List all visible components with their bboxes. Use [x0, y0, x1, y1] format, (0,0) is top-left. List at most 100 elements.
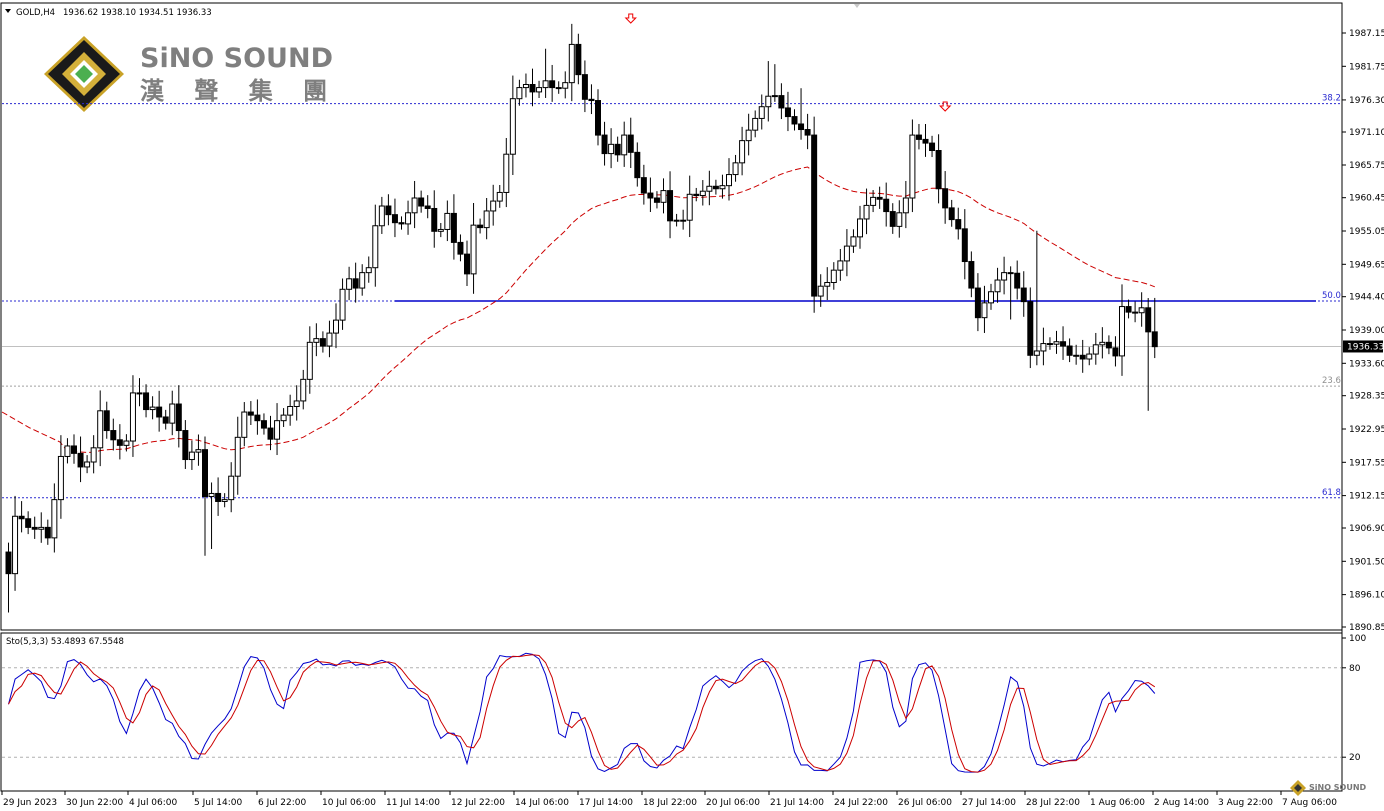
candle [326, 320, 333, 358]
candle-body [968, 261, 975, 289]
candle-body [621, 134, 628, 156]
candle-body [274, 420, 281, 440]
candle-body [1020, 287, 1027, 303]
price-tick-label: 1928.35 [1349, 392, 1384, 402]
candle-body [896, 212, 903, 227]
candle-body [699, 190, 706, 197]
candle-body [208, 492, 215, 498]
candle-body [84, 461, 91, 468]
candle [680, 209, 687, 230]
candle-body [1079, 354, 1086, 360]
price-tick-label: 1944.40 [1349, 293, 1384, 303]
candle [752, 110, 759, 138]
candle [614, 136, 621, 162]
candle [260, 413, 267, 435]
candle [44, 519, 51, 545]
candle [575, 33, 582, 85]
candle-body [961, 228, 968, 263]
candle [568, 23, 575, 102]
candle-body [1040, 343, 1047, 352]
candle [784, 91, 791, 132]
time-tick-label: 28 Jul 22:00 [1026, 798, 1080, 808]
price-tick-label: 1901.50 [1349, 557, 1384, 567]
candle-body [588, 98, 595, 102]
candle-body [306, 341, 313, 380]
candle-body [732, 162, 739, 176]
candle-body [287, 405, 294, 416]
price-tick-label: 1939.00 [1349, 326, 1384, 336]
candle-body [333, 319, 339, 334]
price-tick-label: 1971.10 [1349, 128, 1384, 138]
time-tick-label: 18 Jul 22:00 [643, 798, 697, 808]
candle-body [326, 332, 333, 347]
candle-body [843, 245, 850, 262]
candle [712, 179, 719, 195]
shift-marker-icon[interactable] [854, 4, 860, 8]
candle [156, 390, 163, 432]
price-tick-label: 1987.15 [1349, 29, 1384, 39]
candle-body [1014, 272, 1021, 289]
candle-body [136, 392, 143, 395]
candle-body [627, 134, 634, 153]
candle-body [837, 260, 844, 271]
candle [693, 187, 700, 202]
candle [1014, 260, 1021, 300]
candle-body [870, 196, 877, 206]
candle [588, 84, 595, 115]
candle [1066, 338, 1073, 363]
candle-body [490, 200, 497, 212]
candle [627, 117, 634, 169]
candle [981, 285, 988, 333]
price-tick-label: 1933.60 [1349, 359, 1384, 369]
candle-body [64, 445, 71, 457]
candle [896, 200, 903, 238]
candle [929, 135, 936, 158]
price-tick-label: 1917.55 [1349, 458, 1384, 468]
candle-body [889, 211, 896, 227]
candle-body [811, 134, 818, 297]
candle-body [97, 410, 104, 449]
candle-body [1086, 353, 1093, 360]
candle [287, 394, 294, 426]
time-tick-label: 29 Jun 2023 [3, 798, 57, 808]
candle-body [477, 224, 484, 229]
candle-body [595, 100, 601, 136]
candle [863, 188, 870, 235]
stochastic-tick-label: 80 [1349, 664, 1361, 674]
time-tick-label: 24 Jul 22:00 [834, 798, 888, 808]
fractal-down-arrow-icon [624, 13, 637, 24]
candle-body [850, 236, 857, 247]
candle [38, 512, 45, 543]
candle [1099, 327, 1106, 359]
candle-body [529, 84, 536, 93]
candle [90, 435, 97, 474]
candle [955, 207, 962, 240]
time-tick-label: 7 Aug 06:00 [1282, 798, 1337, 808]
candle-body [280, 414, 287, 422]
candle [346, 266, 353, 301]
candle-body [955, 219, 962, 230]
candle-body [1027, 301, 1034, 356]
candle-body [260, 420, 267, 429]
candle-body [18, 515, 25, 520]
candle [437, 222, 444, 238]
candle [503, 137, 510, 208]
symbol-dropdown-icon[interactable] [5, 9, 11, 13]
candle [84, 455, 91, 474]
candle-body [765, 95, 772, 108]
candle-body [300, 378, 307, 402]
candle [870, 190, 877, 213]
candle [352, 262, 359, 303]
candle-body [634, 151, 641, 179]
stochastic-tick-label: 100 [1349, 634, 1366, 644]
candle [267, 415, 274, 451]
current-price-tag: 1936.33 [1343, 340, 1384, 353]
candle [634, 142, 641, 187]
candle-body [437, 228, 444, 232]
candle-body [5, 551, 12, 575]
candle-body [902, 197, 909, 214]
candle [339, 278, 346, 330]
candle [1033, 230, 1040, 366]
candle [647, 177, 654, 213]
candle-body [660, 190, 667, 203]
